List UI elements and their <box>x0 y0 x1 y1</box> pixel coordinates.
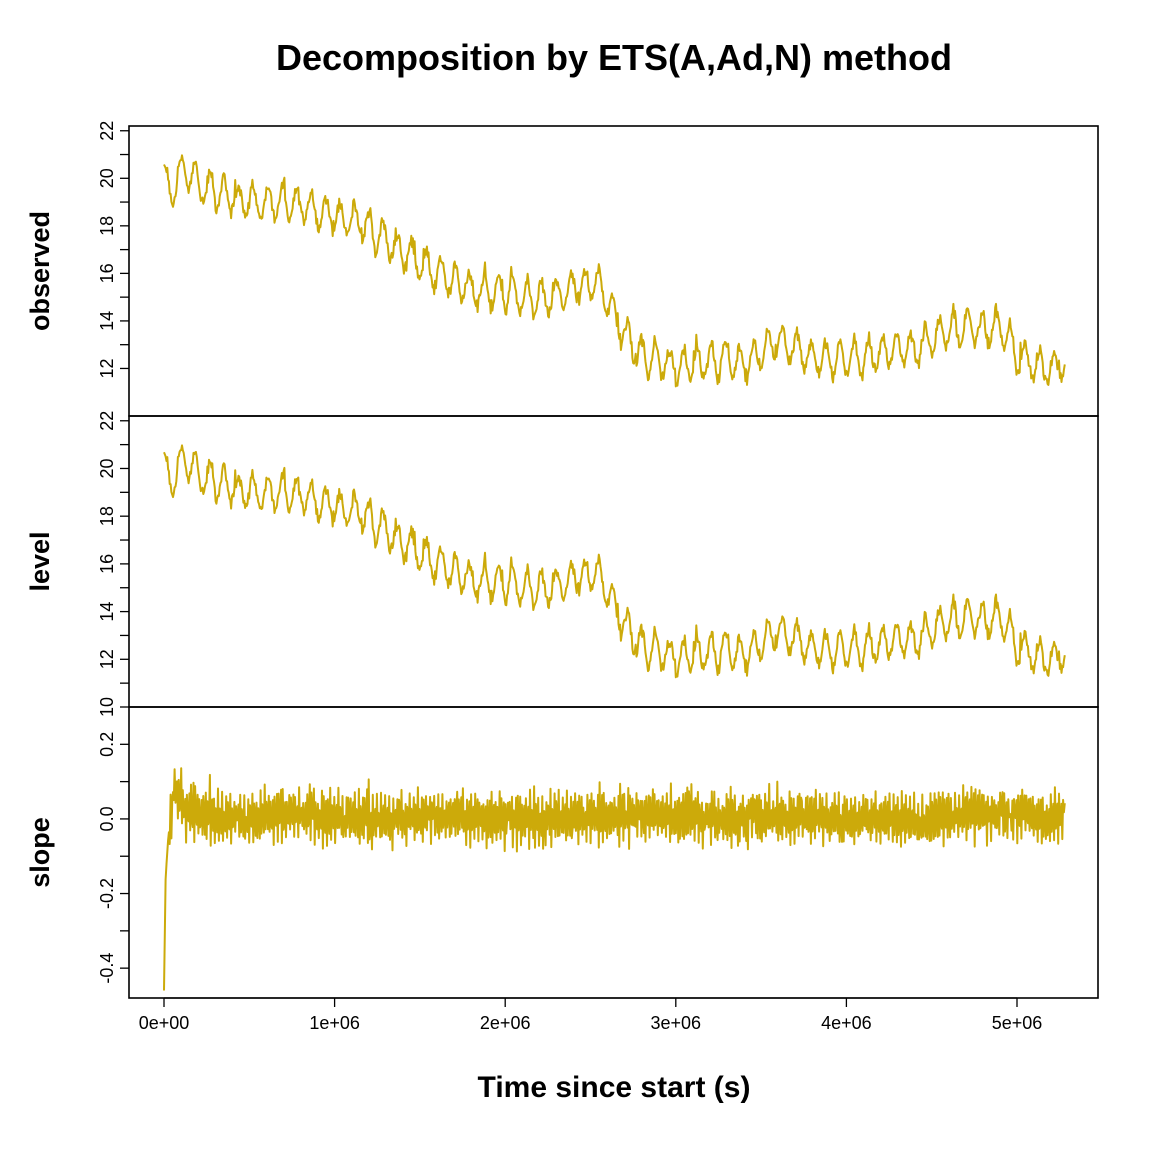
level-y-tick-label: 18 <box>97 506 117 526</box>
observed-y-tick-label: 16 <box>97 263 117 283</box>
level-panel-label: level <box>25 531 55 591</box>
slope-series-line <box>163 767 1066 991</box>
x-axis-label: Time since start (s) <box>478 1071 751 1104</box>
x-tick-label: 3e+06 <box>651 1013 702 1033</box>
observed-series-line <box>163 154 1066 388</box>
slope-y-tick-label: -0.2 <box>97 878 117 909</box>
panel-level: 10 12 14 16 18 20 22 level <box>25 411 1099 717</box>
x-tick-label: 2e+06 <box>480 1013 531 1033</box>
x-tick-label: 0e+00 <box>139 1013 190 1033</box>
x-tick-label: 1e+06 <box>309 1013 360 1033</box>
observed-panel-label: observed <box>25 211 55 331</box>
x-axis: 0e+00 1e+06 2e+06 3e+06 4e+06 5e+06 <box>139 997 1043 1033</box>
observed-y-tick-label: 22 <box>97 121 117 141</box>
observed-y-tick-label: 12 <box>97 358 117 378</box>
slope-y-tick-label: -0.4 <box>97 953 117 984</box>
level-series-line <box>163 444 1066 679</box>
observed-y-tick-label: 14 <box>97 311 117 331</box>
x-tick-label: 4e+06 <box>821 1013 872 1033</box>
x-tick-label: 5e+06 <box>992 1013 1043 1033</box>
observed-y-tick-label: 20 <box>97 168 117 188</box>
panels-group: 12 14 16 18 20 22 observed 10 12 14 16 18 20 22 level -… <box>25 121 1099 999</box>
level-y-tick-label: 16 <box>97 554 117 574</box>
level-y-tick-label: 10 <box>97 697 117 717</box>
level-y-tick-label: 20 <box>97 458 117 478</box>
level-y-tick-label: 14 <box>97 602 117 622</box>
level-y-tick-label: 12 <box>97 649 117 669</box>
slope-y-tick-label: 0.2 <box>97 732 117 757</box>
slope-panel-label: slope <box>25 817 55 888</box>
level-y-tick-label: 22 <box>97 411 117 431</box>
chart-title: Decomposition by ETS(A,Ad,N) method <box>276 37 952 78</box>
observed-y-tick-label: 18 <box>97 216 117 236</box>
slope-y-tick-label: 0.0 <box>97 806 117 831</box>
